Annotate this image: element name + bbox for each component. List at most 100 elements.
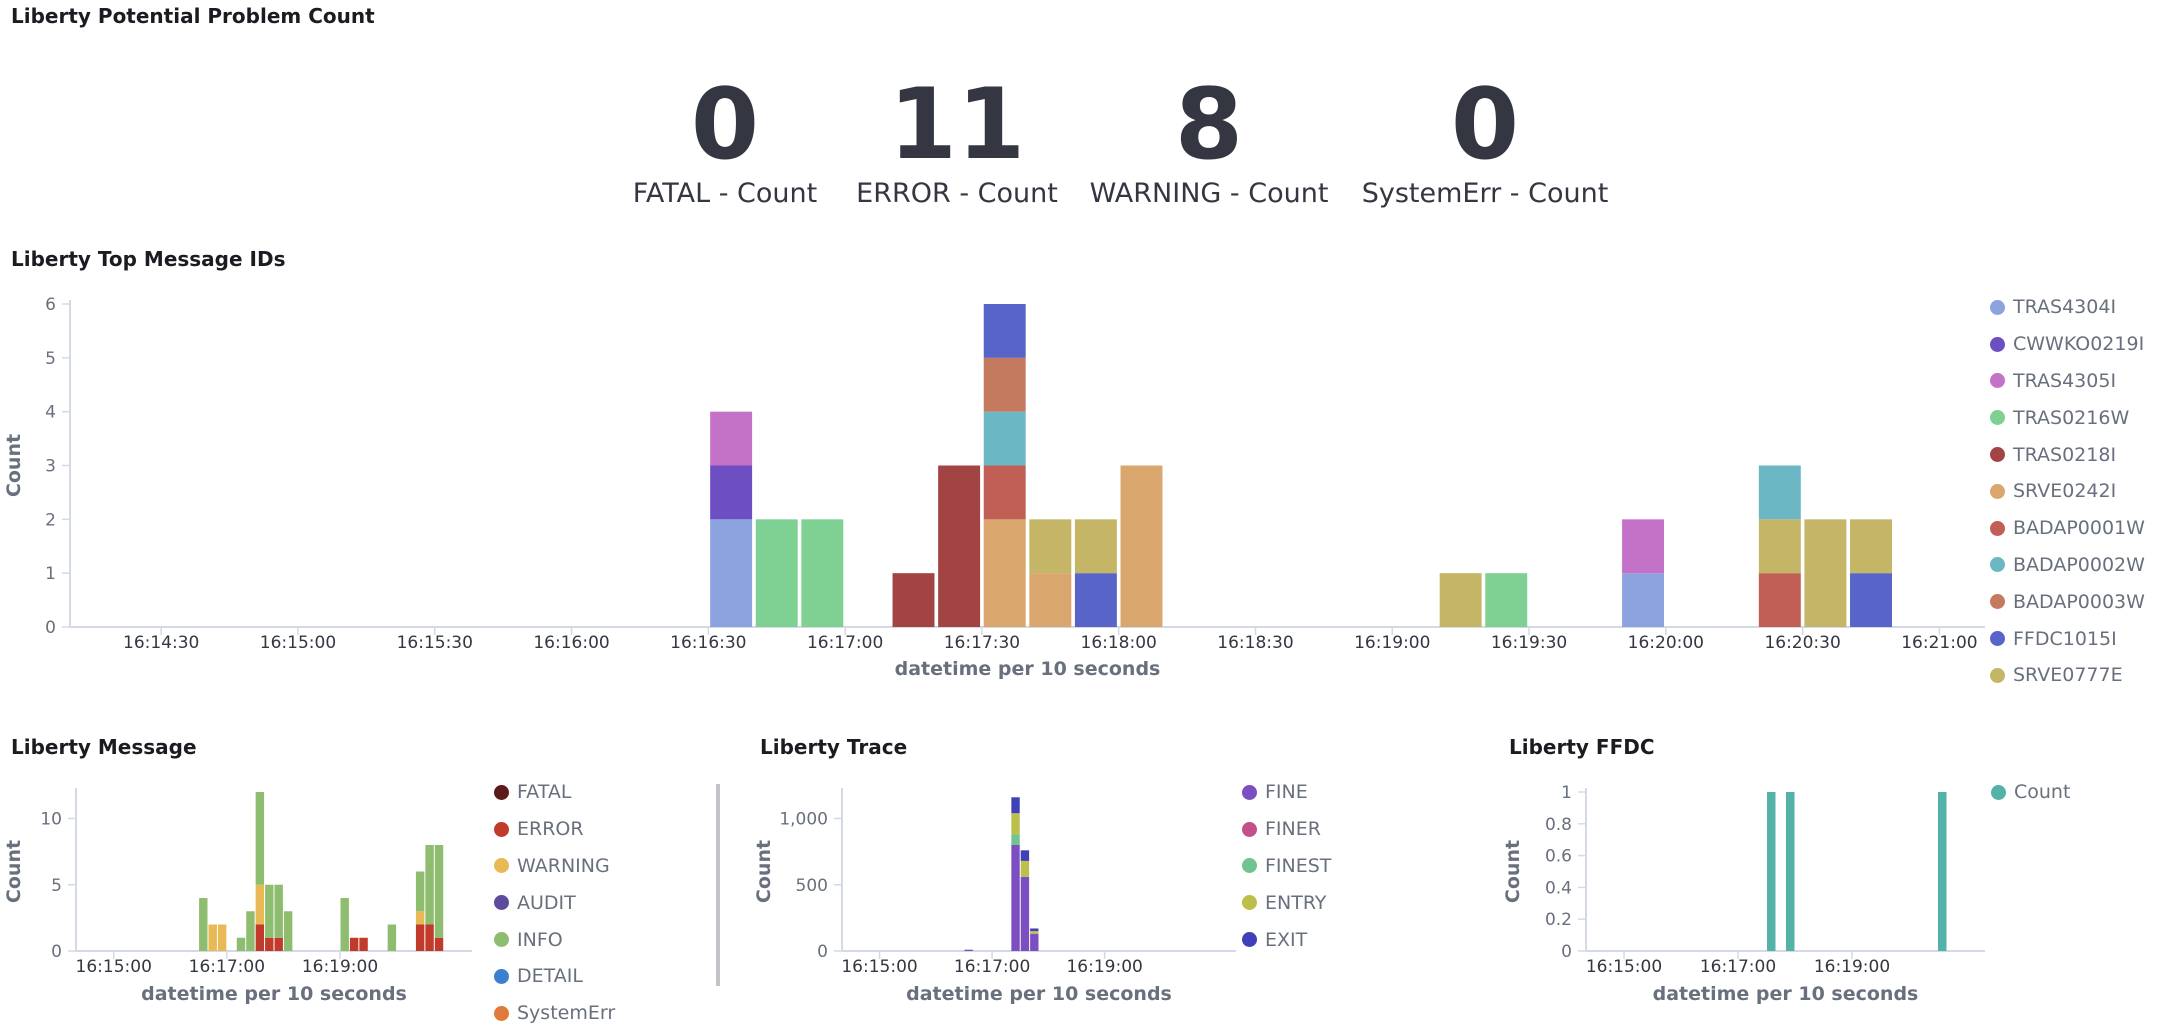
bar-segment-warning[interactable] [255, 884, 265, 925]
bar-segment-badap0002w[interactable] [1758, 465, 1801, 520]
top-message-ids-panel-title: Liberty Top Message IDs [11, 247, 286, 271]
bar-segment-srve0777e[interactable] [1439, 573, 1482, 627]
legend-item[interactable]: ERROR [494, 811, 615, 848]
legend-item[interactable]: Count [1991, 774, 2070, 811]
legend-item[interactable]: TRAS4305I [1990, 363, 2145, 400]
bar-segment-info[interactable] [265, 884, 274, 938]
legend-item[interactable]: WARNING [494, 848, 615, 885]
bar-segment-badap0001w[interactable] [1758, 573, 1801, 627]
bar-segment-exit[interactable] [1020, 850, 1030, 861]
bar-segment-info[interactable] [340, 898, 349, 951]
bar-segment-info[interactable] [283, 911, 293, 951]
bar-segment-badap0002w[interactable] [983, 411, 1026, 466]
legend-item[interactable]: AUDIT [494, 884, 615, 921]
trace-axes: 0 500 1,000 16:15:00 16:17:00 16:19:00 datetim… [753, 788, 1236, 1005]
bar-segment-info[interactable] [246, 911, 255, 951]
legend-label: SRVE0777E [2013, 664, 2123, 687]
bar-segment-srve0777e[interactable] [1029, 519, 1072, 574]
bar-segment-count[interactable] [1767, 792, 1776, 951]
bar-segment-srve0777e[interactable] [1758, 519, 1801, 574]
bar-segment-badap0001w[interactable] [983, 465, 1026, 520]
bar-segment-tras0216w[interactable] [1485, 573, 1528, 627]
bar-segment-info[interactable] [387, 924, 397, 952]
bar-segment-entry[interactable] [1030, 931, 1039, 934]
legend-item[interactable]: EXIT [1242, 921, 1331, 958]
bar-segment-srve0777e[interactable] [1804, 519, 1847, 627]
bar-segment-ffdc1015i[interactable] [1850, 573, 1892, 627]
legend-label: Count [2014, 781, 2071, 804]
bar-segment-badap0003w[interactable] [983, 357, 1026, 412]
legend-item[interactable]: CWWKO0219I [1990, 326, 2145, 363]
bar-segment-error[interactable] [349, 937, 359, 951]
bar-segment-error[interactable] [425, 924, 434, 952]
bar-segment-tras0218i[interactable] [892, 573, 935, 627]
legend-item[interactable]: BADAP0003W [1990, 583, 2145, 620]
bar-segment-error[interactable] [415, 924, 425, 952]
bar-segment-info[interactable] [199, 898, 208, 951]
bar-segment-srve0777e[interactable] [1074, 519, 1117, 574]
bar-segment-error[interactable] [359, 937, 368, 951]
legend-color-dot-icon [494, 784, 509, 800]
bar-segment-fine[interactable] [1030, 933, 1039, 951]
bar-segment-ffdc1015i[interactable] [983, 304, 1026, 358]
legend-item[interactable]: ENTRY [1242, 884, 1331, 921]
legend-item[interactable]: SystemErr [494, 995, 615, 1032]
bar-segment-srve0242i[interactable] [1120, 465, 1163, 628]
bar-segment-entry[interactable] [1020, 860, 1030, 877]
bar-segment-tras0216w[interactable] [801, 519, 844, 627]
bar-segment-cwwko0219i[interactable] [710, 465, 753, 520]
legend-item[interactable]: FINEST [1242, 848, 1331, 885]
bar-segment-tras4304i[interactable] [1622, 573, 1665, 627]
bar-segment-exit[interactable] [1030, 928, 1039, 932]
bar-segment-info[interactable] [236, 937, 246, 951]
bar-segment-count[interactable] [1786, 792, 1795, 951]
bar-segment-info[interactable] [274, 884, 283, 938]
bar-segment-entry[interactable] [1011, 813, 1020, 835]
legend-item[interactable]: TRAS0216W [1990, 399, 2145, 436]
bar-segment-fine[interactable] [1011, 845, 1020, 951]
legend-item[interactable]: FINE [1242, 774, 1331, 811]
bar-segment-error[interactable] [434, 937, 444, 951]
bar-segment-info[interactable] [255, 792, 265, 885]
legend-item[interactable]: FFDC1015I [1990, 620, 2145, 657]
legend-item[interactable]: DETAIL [494, 958, 615, 995]
bar-segment-tras0216w[interactable] [755, 519, 798, 627]
legend-item[interactable]: SRVE0777E [1990, 657, 2145, 694]
bar-segment-error[interactable] [255, 924, 265, 952]
bar-segment-error[interactable] [265, 937, 274, 951]
legend-item[interactable]: BADAP0001W [1990, 510, 2145, 547]
bar-segment-exit[interactable] [1011, 797, 1020, 814]
bar-segment-info[interactable] [434, 845, 444, 938]
bar-segment-srve0242i[interactable] [1029, 573, 1072, 627]
legend-label: INFO [517, 928, 563, 951]
bar-segment-tras0218i[interactable] [938, 465, 981, 628]
liberty-message-legend: FATAL ERROR WARNING AUDIT INFO DETAIL SystemEr… [494, 774, 615, 1032]
bar-segment-tras4305i[interactable] [1622, 519, 1665, 574]
legend-item[interactable]: BADAP0002W [1990, 547, 2145, 584]
bar-segment-srve0777e[interactable] [1850, 519, 1892, 574]
bar-segment-info[interactable] [425, 845, 434, 925]
bar-segment-error[interactable] [274, 937, 283, 951]
bar-segment-ffdc1015i[interactable] [1074, 573, 1117, 627]
error-count-metric: 11 ERROR - Count [827, 76, 1087, 210]
systemerr-count-label: SystemErr - Count [1361, 178, 1609, 209]
bar-segment-warning[interactable] [208, 924, 217, 952]
legend-item[interactable]: TRAS4304I [1990, 289, 2145, 326]
legend-item[interactable]: FINER [1242, 811, 1331, 848]
bar-segment-fine[interactable] [1020, 876, 1030, 951]
legend-item[interactable]: SRVE0242I [1990, 473, 2145, 510]
bar-segment-tras4304i[interactable] [710, 519, 753, 627]
bar-segment-srve0242i[interactable] [983, 519, 1026, 627]
bar-segment-finest[interactable] [1011, 834, 1020, 845]
bar-segment-warning[interactable] [415, 911, 425, 925]
legend-item[interactable]: INFO [494, 921, 615, 958]
error-count-value: 11 [888, 68, 1026, 182]
bar-segment-fine[interactable] [964, 949, 973, 951]
legend-item[interactable]: TRAS0218I [1990, 436, 2145, 473]
panel-resize-handle[interactable] [716, 784, 720, 986]
bar-segment-warning[interactable] [217, 924, 227, 952]
legend-item[interactable]: FATAL [494, 774, 615, 811]
bar-segment-info[interactable] [415, 871, 425, 912]
bar-segment-tras4305i[interactable] [710, 411, 753, 466]
bar-segment-count[interactable] [1938, 792, 1947, 951]
